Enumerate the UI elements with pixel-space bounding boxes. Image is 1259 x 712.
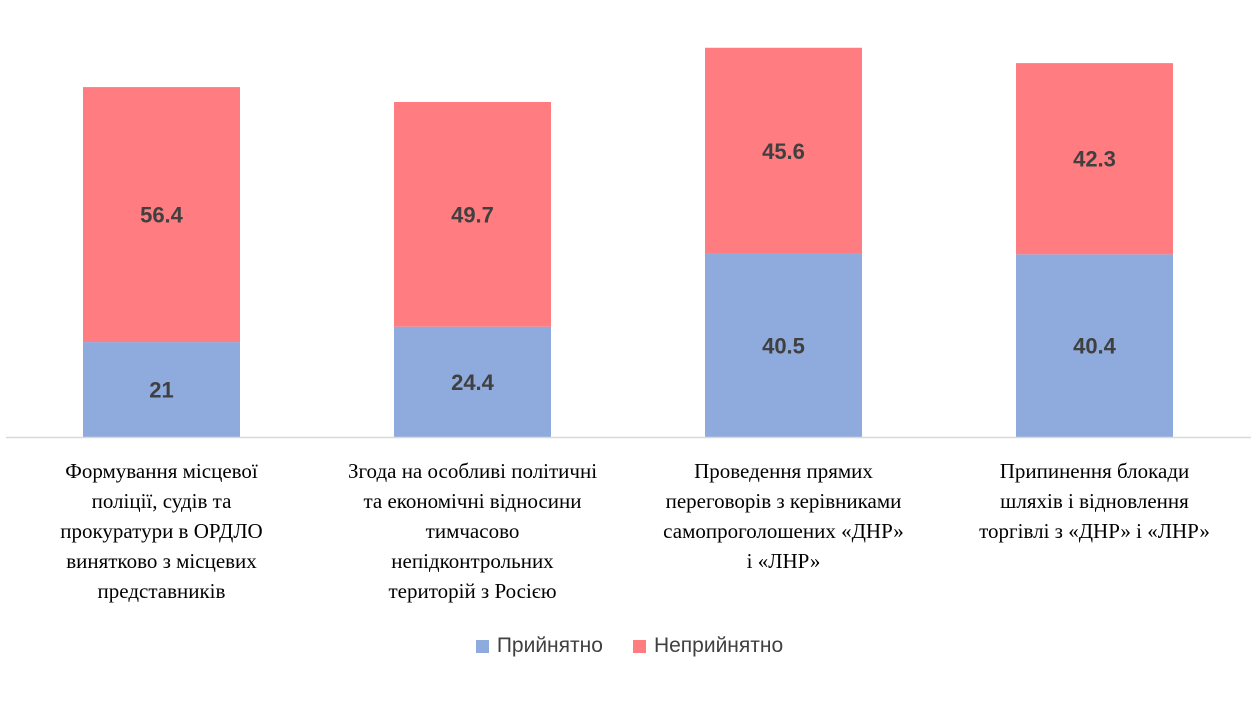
bar-unacceptable (705, 47, 862, 254)
data-label: 42.3 (1073, 147, 1116, 172)
data-label: 49.7 (451, 202, 494, 227)
category-label: Формування місцевої поліції, судів та пр… (60, 459, 263, 603)
bar-acceptable (705, 253, 862, 437)
bar-acceptable (1016, 254, 1173, 437)
bar-acceptable (83, 342, 240, 437)
legend-swatch-unacceptable (632, 639, 646, 653)
legend-swatch-acceptable (475, 639, 489, 653)
data-label: 45.6 (762, 139, 805, 164)
bar-acceptable (394, 326, 551, 437)
data-label: 21 (149, 378, 173, 403)
data-label: 40.4 (1073, 334, 1117, 359)
legend-item-unacceptable: Неприйнятно (632, 634, 784, 658)
bar-unacceptable (1016, 63, 1173, 255)
legend: Прийнятно Неприйнятно (0, 634, 1259, 658)
legend-label-acceptable: Прийнятно (496, 634, 603, 657)
category-label: Припинення блокади шляхів і відновлення … (979, 459, 1210, 543)
bar-unacceptable (394, 102, 551, 327)
data-label: 24.4 (451, 370, 495, 395)
legend-item-acceptable: Прийнятно (475, 634, 603, 658)
category-label: Проведення прямих переговорів з керівник… (663, 459, 904, 573)
data-label: 56.4 (140, 203, 184, 228)
data-label: 40.5 (762, 333, 805, 358)
legend-label-unacceptable: Неприйнятно (653, 634, 784, 657)
category-label: Згода на особливі політичні та економічн… (347, 459, 598, 603)
bar-unacceptable (83, 87, 240, 343)
